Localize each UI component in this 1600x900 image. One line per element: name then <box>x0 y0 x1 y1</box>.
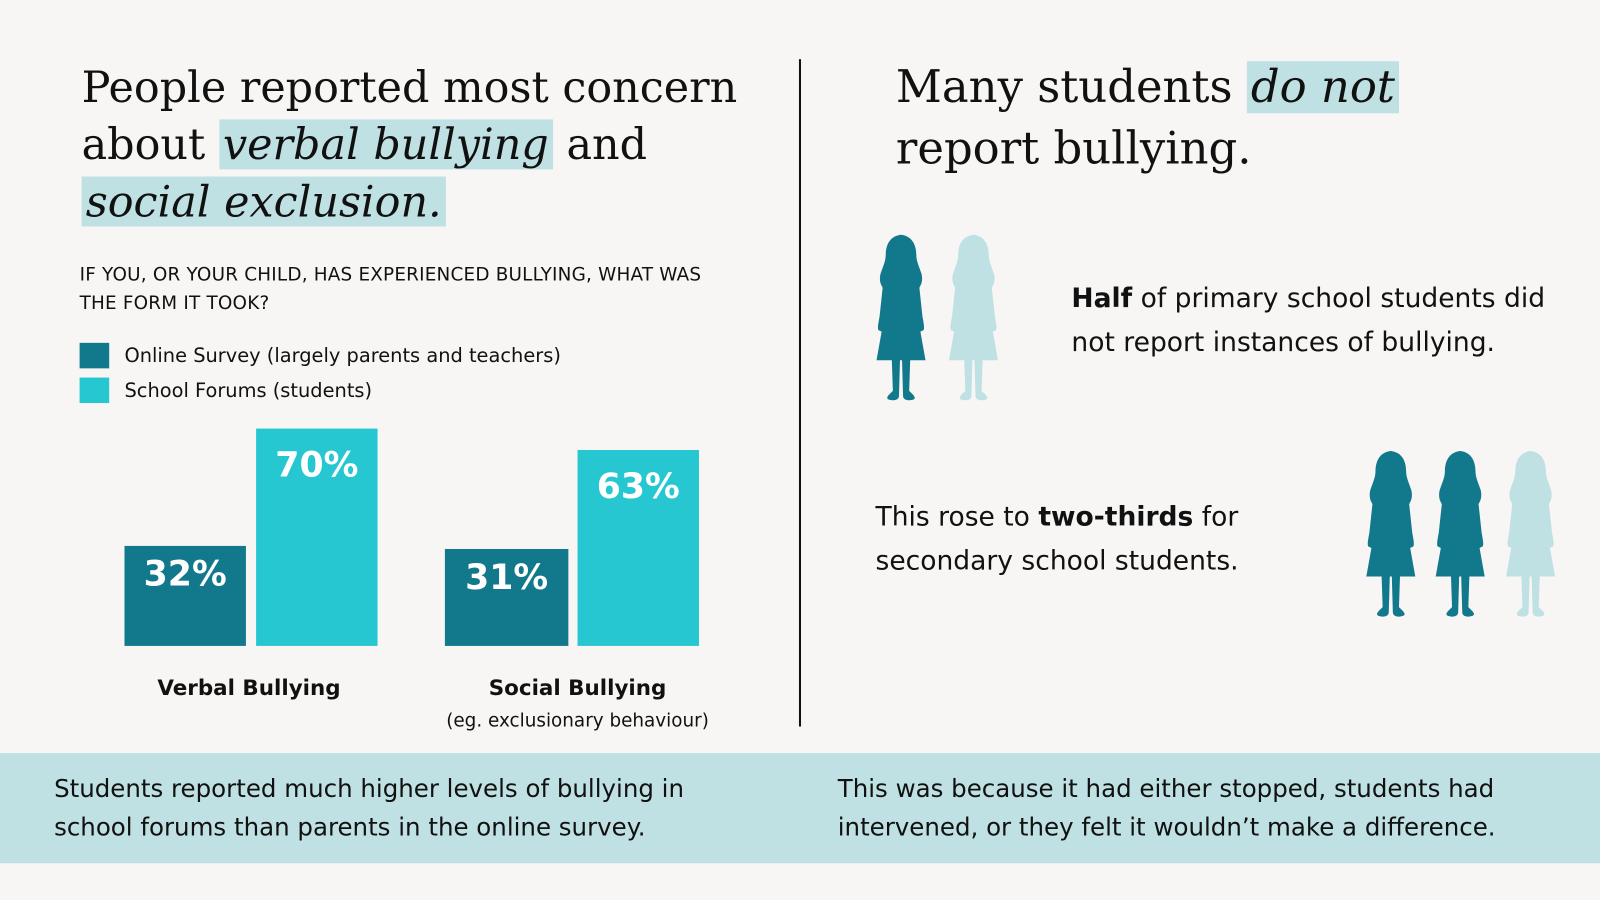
headline-text: Many students <box>895 61 1247 114</box>
legend-label: School Forums (students) <box>124 379 373 402</box>
headline-text: People reported most concern about <box>81 62 738 170</box>
legend-swatch-online <box>79 342 110 369</box>
legend-forums: School Forums (students) <box>79 377 373 404</box>
highlight-social: social exclusion. <box>81 176 446 227</box>
category-note-social: (eg. exclusionary behaviour) <box>446 710 709 732</box>
stat-highlight: Half <box>1071 283 1133 315</box>
legend-label: Online Survey (largely parents and teach… <box>124 344 561 367</box>
stat-text: This rose to <box>875 502 1039 533</box>
left-headline: People reported most concern about verba… <box>81 59 755 230</box>
bar-forums-0: 70% <box>256 428 378 646</box>
bar-online-1: 31% <box>444 549 569 646</box>
girl-silhouette-icon <box>947 233 1004 406</box>
highlight-verbal: verbal bullying <box>218 119 553 170</box>
category-label-social: Social Bullying <box>488 675 667 700</box>
headline-text: and <box>552 119 648 170</box>
headline-text: report bullying. <box>895 122 1252 175</box>
footer-band: Students reported much higher levels of … <box>0 753 1600 864</box>
girl-silhouette-icon <box>874 233 931 406</box>
right-headline: Many students do not report bullying. <box>896 57 1549 179</box>
legend-swatch-forums <box>79 377 110 404</box>
stat-highlight: two-thirds <box>1038 502 1194 533</box>
bar-value-label: 31% <box>465 557 549 599</box>
bar-value-label: 63% <box>596 466 680 507</box>
legend-online: Online Survey (largely parents and teach… <box>79 342 561 369</box>
stat-secondary: This rose to two-thirds for secondary sc… <box>876 496 1325 584</box>
survey-question: IF YOU, OR YOUR CHILD, HAS EXPERIENCED B… <box>79 264 702 315</box>
stat-text: for secondary school students. <box>875 502 1239 577</box>
girl-silhouette-icon <box>1434 449 1491 622</box>
highlight-do-not: do not <box>1246 61 1399 114</box>
bar-forums-1: 63% <box>577 449 699 646</box>
girl-silhouette-icon <box>1364 449 1421 622</box>
bar-value-label: 70% <box>275 444 359 486</box>
footer-right-text: This was because it had either stopped, … <box>837 774 1496 842</box>
footer-left-text: Students reported much higher levels of … <box>54 774 685 842</box>
stat-text: of primary school students did not repor… <box>1071 283 1546 359</box>
category-label-verbal: Verbal Bullying <box>157 675 341 700</box>
stat-primary: Half of primary school students did not … <box>1071 278 1591 366</box>
girl-silhouette-icon <box>1504 449 1561 622</box>
divider <box>798 59 802 727</box>
bar-value-label: 32% <box>143 554 227 596</box>
bar-online-0: 32% <box>124 546 246 646</box>
